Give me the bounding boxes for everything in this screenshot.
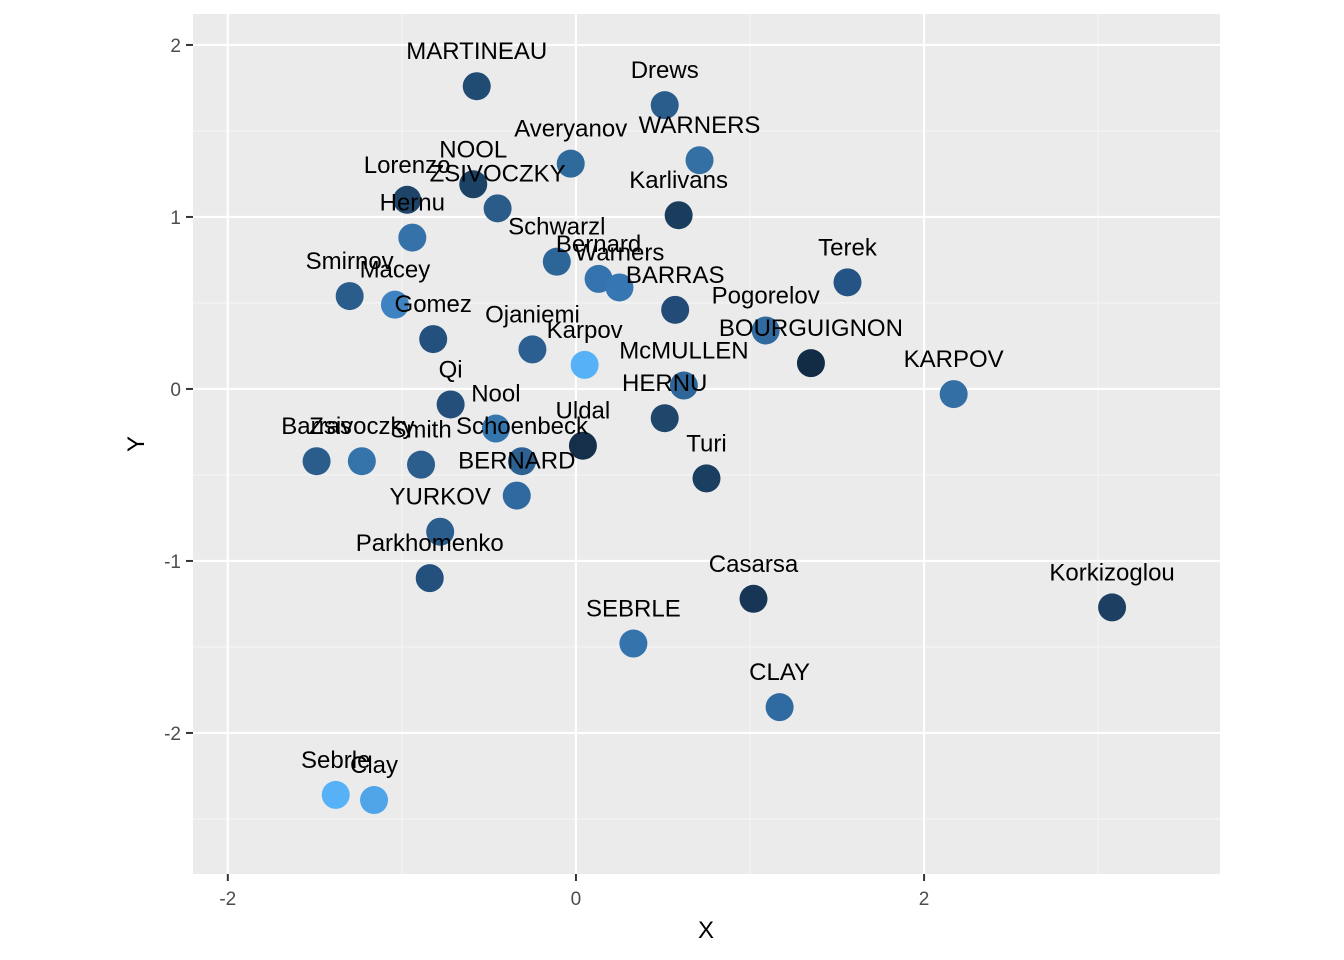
- data-point: [407, 450, 436, 479]
- y-tick-label: -1: [164, 552, 181, 573]
- data-point: [568, 431, 597, 460]
- data-point-label: ZSIVOCZKY: [430, 160, 566, 187]
- data-point-label: Karpov: [547, 317, 623, 344]
- data-point-label: Lorenzo: [364, 152, 451, 179]
- data-point: [518, 335, 547, 364]
- data-point-label: YURKOV: [389, 484, 490, 511]
- data-point-label: Sebrle: [301, 747, 370, 774]
- data-point: [833, 268, 862, 297]
- data-point: [507, 447, 536, 476]
- data-point: [459, 170, 488, 199]
- data-point-label: Turi: [686, 430, 726, 457]
- data-point-label: HERNU: [622, 370, 707, 397]
- data-point-label: Drews: [631, 57, 699, 84]
- data-point: [393, 185, 422, 214]
- data-point: [570, 350, 599, 379]
- x-axis-title: X: [698, 917, 714, 944]
- data-point: [347, 447, 376, 476]
- x-tick-label: -2: [219, 889, 236, 910]
- data-point-label: BERNARD: [458, 448, 575, 475]
- data-point-label: BOURGUIGNON: [719, 315, 903, 342]
- y-axis-ticks: 2 1 0 -1 -2: [164, 36, 193, 745]
- data-point-label: Terek: [818, 234, 878, 261]
- data-point-label: Korkizoglou: [1049, 559, 1174, 586]
- x-tick-label: 0: [571, 889, 582, 910]
- data-point: [481, 414, 510, 443]
- y-tick-label: 2: [170, 36, 181, 57]
- data-point-label: Clay: [350, 752, 398, 779]
- data-point: [685, 146, 714, 175]
- data-point-label: Schwarzl: [508, 214, 605, 241]
- data-point-label: Casarsa: [709, 551, 799, 578]
- data-point-label: Smirnov: [306, 248, 394, 275]
- data-point: [415, 564, 444, 593]
- data-point-label: BARRAS: [626, 262, 725, 289]
- data-point: [483, 194, 512, 223]
- data-point-label: Warners: [575, 239, 665, 266]
- data-point: [605, 273, 634, 302]
- data-point-label: SEBRLE: [586, 596, 681, 623]
- data-point: [765, 693, 794, 722]
- data-point: [556, 149, 585, 178]
- point-labels: MARTINEAU Drews Averyanov WARNERS NOOLLorenz…: [281, 38, 1175, 779]
- data-point: [650, 91, 679, 120]
- data-point: [436, 390, 465, 419]
- data-point: [380, 290, 409, 319]
- data-point-label: Qi: [439, 356, 463, 383]
- data-point: [462, 72, 491, 101]
- data-point-label: KARPOV: [904, 346, 1004, 373]
- data-point-label: Bernard: [556, 231, 641, 258]
- data-point: [542, 247, 571, 276]
- data-point: [360, 786, 389, 815]
- data-point-label: Gomez: [395, 291, 472, 318]
- data-point: [426, 517, 455, 546]
- data-point-label: Parkhomenko: [356, 530, 504, 557]
- data-point: [398, 223, 427, 252]
- data-point-label: Smith: [390, 417, 451, 444]
- data-point-label: Uldal: [556, 398, 611, 425]
- data-point: [1098, 593, 1127, 622]
- data-point-label: Macey: [360, 257, 431, 284]
- data-point: [321, 780, 350, 809]
- data-point-label: McMULLEN: [619, 338, 748, 365]
- data-point: [669, 371, 698, 400]
- data-point: [419, 325, 448, 354]
- data-point-label: NOOL: [439, 136, 507, 163]
- data-point-label: Nool: [471, 381, 520, 408]
- y-axis-title: Y: [123, 436, 150, 452]
- y-tick-label: 1: [170, 208, 181, 229]
- data-point-label: WARNERS: [639, 112, 761, 139]
- data-points: [302, 72, 1127, 815]
- x-tick-label: 2: [919, 889, 930, 910]
- y-tick-label: 0: [170, 380, 181, 401]
- data-point-label: Zsivoczky: [309, 413, 414, 440]
- data-point: [650, 404, 679, 433]
- data-point-label: MARTINEAU: [406, 38, 547, 65]
- data-point-label: Averyanov: [514, 116, 627, 143]
- data-point-label: Schoenbeck: [456, 413, 589, 440]
- data-point-label: Karlivans: [629, 167, 728, 194]
- data-point: [751, 316, 780, 345]
- data-point: [661, 295, 690, 324]
- data-point: [502, 481, 531, 510]
- data-point: [739, 584, 768, 613]
- data-point-label: CLAY: [749, 659, 810, 686]
- data-point: [692, 464, 721, 493]
- data-point-label: Ojaniemi: [485, 301, 580, 328]
- data-point: [796, 349, 825, 378]
- data-point: [302, 447, 331, 476]
- data-point: [664, 201, 693, 230]
- data-point: [335, 282, 364, 311]
- y-tick-label: -2: [164, 724, 181, 745]
- data-point: [939, 380, 968, 409]
- data-point-label: Hernu: [380, 190, 445, 217]
- x-axis-ticks: -2 0 2: [219, 874, 929, 910]
- data-point-label: Pogorelov: [712, 282, 820, 309]
- data-point-label: Barras: [281, 413, 352, 440]
- data-point: [619, 629, 648, 658]
